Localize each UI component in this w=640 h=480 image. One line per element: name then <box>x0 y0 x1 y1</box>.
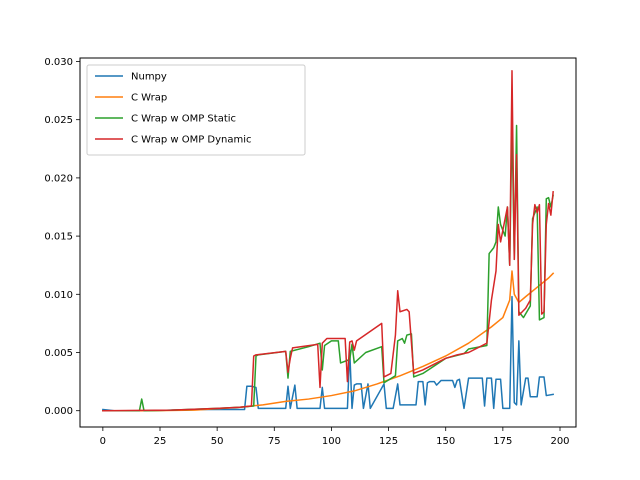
x-axis: 0 25 50 75 100 125 150 175 200 <box>100 427 570 447</box>
x-tick-label-8: 200 <box>550 436 569 447</box>
legend-label-3: C Wrap w OMP Dynamic <box>131 135 252 146</box>
x-tick-label-6: 150 <box>436 436 455 447</box>
legend-box <box>86 64 306 156</box>
y-tick-label-1: 0.005 <box>44 348 73 359</box>
y-tick-label-5: 0.025 <box>44 115 73 126</box>
y-tick-label-4: 0.020 <box>44 173 73 184</box>
legend-label-1: C Wrap <box>131 93 167 104</box>
legend: Numpy C Wrap C Wrap w OMP Static C Wrap w O… <box>86 64 306 156</box>
series-line-0 <box>102 295 555 412</box>
legend-label-0: Numpy <box>131 72 167 83</box>
y-tick-label-0: 0.000 <box>44 406 73 417</box>
y-axis: 0.000 0.005 0.010 0.015 0.020 0.025 0.030 <box>44 57 80 417</box>
series-line-3 <box>102 70 554 412</box>
x-tick-label-0: 0 <box>100 436 106 447</box>
x-tick-label-5: 125 <box>379 436 398 447</box>
x-tick-label-4: 100 <box>322 436 341 447</box>
x-tick-label-7: 175 <box>493 436 512 447</box>
series-line-1 <box>102 270 555 412</box>
x-tick-label-2: 50 <box>211 436 224 447</box>
legend-label-2: C Wrap w OMP Static <box>131 114 236 125</box>
y-tick-label-3: 0.015 <box>44 232 73 243</box>
y-tick-label-2: 0.010 <box>44 290 73 301</box>
plot-lines <box>102 70 555 412</box>
x-tick-label-1: 25 <box>154 436 167 447</box>
plot-frame <box>79 57 577 428</box>
x-tick-label-3: 75 <box>268 436 281 447</box>
y-tick-label-6: 0.030 <box>44 57 73 68</box>
